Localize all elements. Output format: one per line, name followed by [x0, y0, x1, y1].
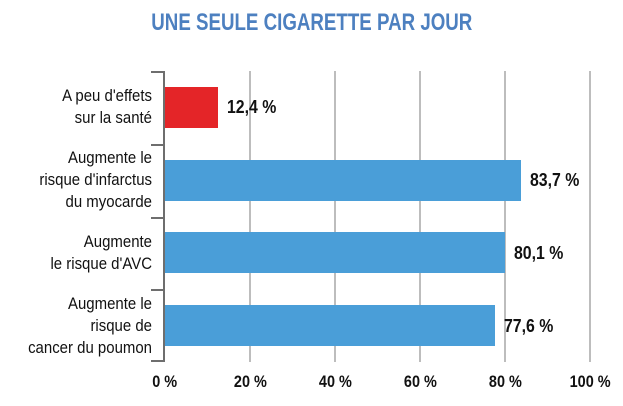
- y-axis-line: [163, 71, 165, 362]
- x-tick-label-80: 80 %: [470, 372, 540, 392]
- category-label-line: Augmente: [83, 231, 152, 251]
- y-axis-tick: [151, 289, 163, 291]
- gridline-20: [249, 71, 251, 362]
- value-label-3: 80,1 %: [514, 242, 570, 264]
- category-label-line: A peu d'effets: [62, 86, 152, 106]
- y-axis-tick: [151, 144, 163, 146]
- x-tick-label-text: 20 %: [233, 372, 267, 391]
- gridline-80: [504, 71, 506, 362]
- category-label-line: le risque d'AVC: [50, 253, 152, 273]
- value-label-text: 80,1 %: [514, 242, 564, 263]
- x-tick-label-text: 80 %: [488, 372, 522, 391]
- category-label-1: A peu d'effets sur la santé: [20, 85, 152, 129]
- category-label-line: Augmente le: [68, 148, 152, 168]
- y-axis-tick: [151, 360, 163, 362]
- value-label-text: 12,4 %: [226, 97, 277, 118]
- chart-title: UNE SEULE CIGARETTE PAR JOUR: [0, 9, 623, 37]
- x-tick-label-0: 0 %: [130, 372, 200, 392]
- category-label-4: Augmente le risque de cancer du poumon: [20, 293, 152, 359]
- category-label-line: risque de: [90, 315, 152, 335]
- value-label-text: 77,6 %: [503, 315, 554, 336]
- y-axis-tick: [151, 71, 163, 73]
- gridline-60: [419, 71, 421, 362]
- category-label-line: du myocarde: [65, 192, 152, 212]
- value-label-2: 83,7 %: [530, 169, 586, 191]
- x-tick-label-60: 60 %: [385, 372, 455, 392]
- x-tick-label-text: 40 %: [318, 372, 352, 391]
- category-label-2: Augmente le risque d'infarctus du myocarde: [20, 147, 152, 213]
- gridline-40: [334, 71, 336, 362]
- bar-1: [165, 86, 218, 128]
- x-tick-label-100: 100 %: [555, 372, 623, 392]
- value-label-1: 12,4 %: [227, 96, 283, 118]
- bar-2: [165, 159, 521, 201]
- value-label-4: 77,6 %: [504, 315, 560, 337]
- x-tick-label-text: 100 %: [569, 372, 611, 391]
- category-label-line: Augmente le: [68, 293, 152, 313]
- x-tick-label-20: 20 %: [215, 372, 285, 392]
- category-label-line: sur la santé: [74, 108, 152, 128]
- bar-4: [165, 305, 495, 347]
- category-label-line: cancer du poumon: [28, 337, 152, 357]
- chart-title-text: UNE SEULE CIGARETTE PAR JOUR: [150, 9, 473, 36]
- category-label-3: Augmente le risque d'AVC: [20, 231, 152, 275]
- category-label-line: risque d'infarctus: [39, 170, 152, 190]
- gridline-100: [589, 71, 591, 362]
- value-label-text: 83,7 %: [529, 170, 580, 191]
- x-tick-label-text: 0 %: [152, 372, 178, 391]
- bar-3: [165, 232, 506, 274]
- x-tick-label-text: 60 %: [403, 372, 437, 391]
- x-tick-label-40: 40 %: [300, 372, 370, 392]
- y-axis-tick: [151, 217, 163, 219]
- plot-area: 12,4 % A peu d'effets sur la santé 83,7 % Au…: [28, 71, 610, 391]
